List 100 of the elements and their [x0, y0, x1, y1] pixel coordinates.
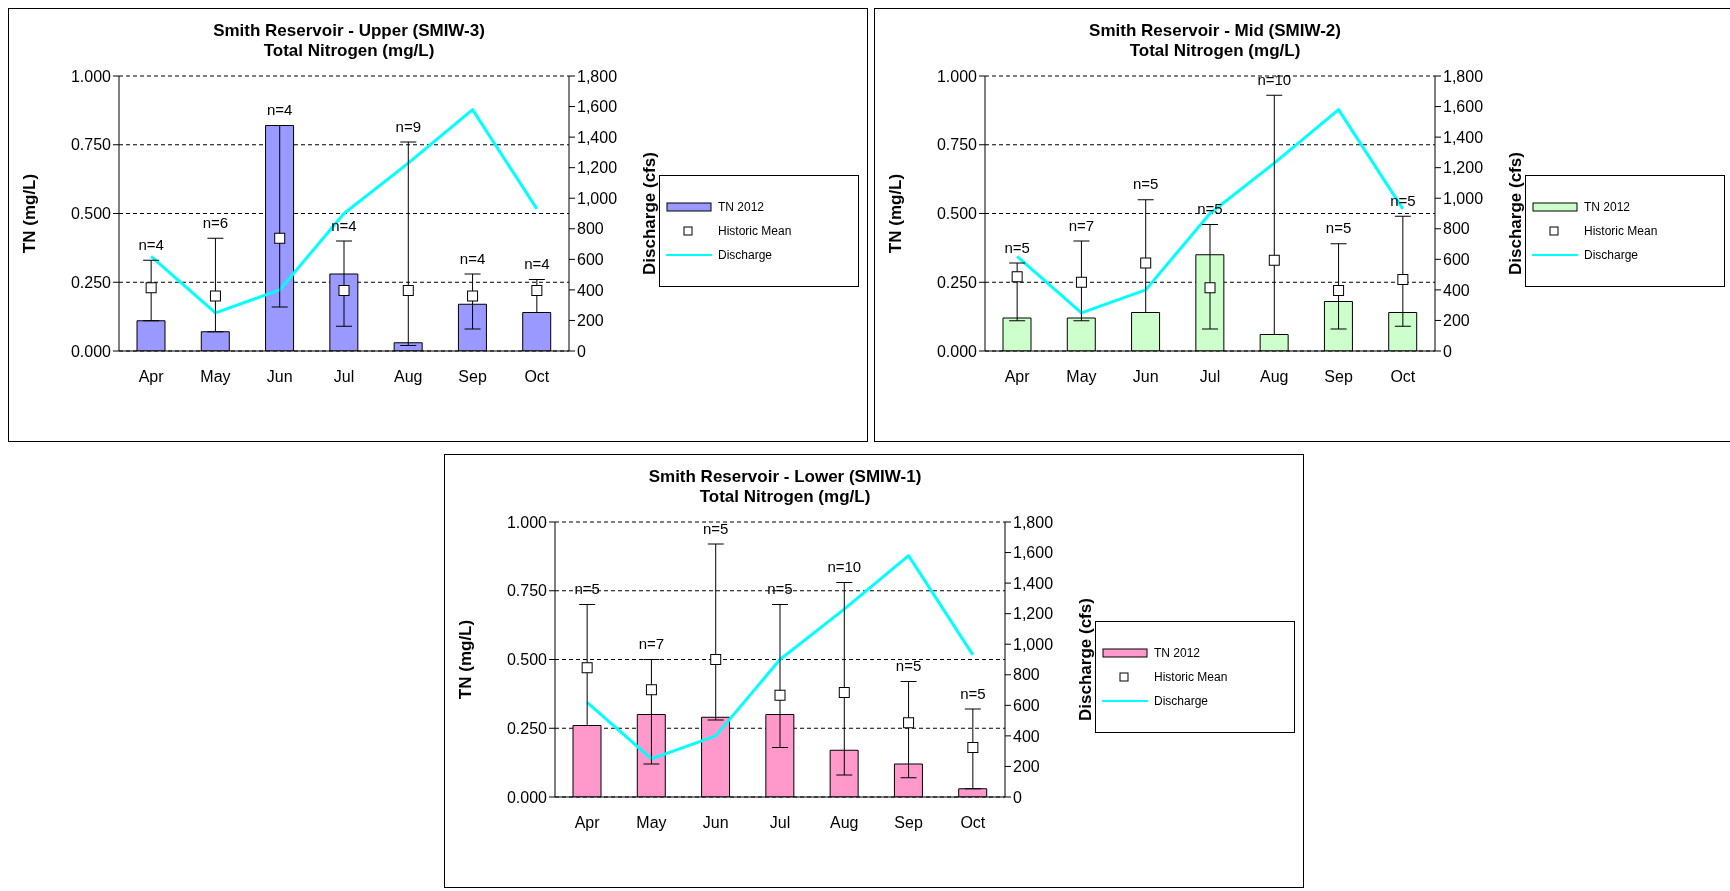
- y2-tick-label: 1,800: [1443, 67, 1484, 85]
- y2-tick-label: 1,400: [1013, 574, 1054, 592]
- annotation: n=10: [827, 558, 862, 575]
- y2-tick-label: 800: [1013, 666, 1040, 684]
- y2-tick-label: 1,800: [1013, 513, 1054, 531]
- x-tick-label: Oct: [960, 814, 986, 832]
- legend-label: Discharge: [1154, 694, 1209, 708]
- y2-axis-title: Discharge (cfs): [640, 152, 660, 275]
- y2-tick-label: 600: [1443, 251, 1470, 269]
- point: [645, 684, 657, 696]
- point: [1268, 254, 1280, 266]
- x-tick-label: Sep: [894, 814, 923, 832]
- x-tick-label: Aug: [1260, 368, 1289, 386]
- y2-tick-label: 200: [577, 312, 604, 330]
- x-tick-label: May: [200, 368, 231, 386]
- y-axis-title: TN (mg/L): [456, 619, 476, 700]
- y2-tick-label: 200: [1443, 312, 1470, 330]
- chart-title: Smith Reservoir - Lower (SMIW-1) Total Nitrogen (mg/L): [647, 467, 923, 507]
- point: [903, 717, 915, 729]
- point: [1204, 282, 1216, 294]
- annotation: n=4: [524, 255, 550, 272]
- y-tick-label: 0.250: [936, 273, 978, 291]
- y-tick-label: 0.500: [936, 205, 978, 223]
- y-axis-title: TN (mg/L): [20, 173, 40, 254]
- y2-tick-label: 0: [577, 342, 586, 360]
- y2-tick-label: 400: [1013, 727, 1040, 745]
- y-tick-label: 0.000: [70, 342, 112, 360]
- y2-tick-label: 1,600: [1443, 98, 1484, 116]
- y2-tick-label: 1,400: [1443, 128, 1484, 146]
- y-tick-label: 1.000: [506, 513, 548, 531]
- x-tick-label: Apr: [574, 814, 601, 832]
- annotation: n=6: [202, 213, 229, 231]
- point: [274, 232, 286, 244]
- legend-label: Historic Mean: [1584, 224, 1658, 238]
- y-tick-label: 1.000: [70, 67, 112, 85]
- legend-label: TN 2012: [718, 200, 765, 214]
- y-tick-label: 0.250: [506, 719, 548, 737]
- y2-tick-label: 1,000: [577, 189, 618, 207]
- y2-tick-label: 1,800: [577, 67, 618, 85]
- point: [467, 290, 479, 302]
- legend-label: Discharge: [1584, 248, 1639, 262]
- x-tick-label: May: [1066, 368, 1097, 386]
- annotation: n=4: [331, 216, 357, 234]
- legend-label: TN 2012: [1584, 200, 1631, 214]
- y2-tick-label: 800: [577, 220, 604, 238]
- legend-label: TN 2012: [1154, 646, 1201, 660]
- y2-tick-label: 1,200: [577, 159, 618, 177]
- x-tick-label: Oct: [1390, 368, 1416, 386]
- y2-tick-label: 0: [1013, 788, 1022, 806]
- y2-tick-label: 600: [577, 251, 604, 269]
- point: [145, 282, 157, 294]
- y-tick-label: 0.750: [936, 136, 978, 154]
- y2-tick-label: 200: [1013, 758, 1040, 776]
- annotation: n=9: [395, 117, 422, 135]
- y2-axis-title: Discharge (cfs): [1506, 152, 1526, 275]
- y2-tick-label: 1,200: [1443, 159, 1484, 177]
- x-tick-label: Sep: [1324, 368, 1353, 386]
- point: [1075, 276, 1087, 288]
- x-tick-label: Apr: [1004, 368, 1031, 386]
- point: [338, 285, 350, 296]
- x-tick-label: Oct: [524, 368, 550, 386]
- chart-title: Smith Reservoir - Upper (SMIW-3) Total Nitrogen (mg/L): [212, 21, 486, 61]
- point: [581, 662, 593, 674]
- annotation: n=5: [1325, 219, 1352, 237]
- x-tick-label: Jun: [702, 814, 729, 832]
- annotation: n=10: [1257, 70, 1292, 88]
- y-tick-label: 0.750: [506, 582, 548, 600]
- annotation: n=5: [702, 519, 729, 537]
- annotation: n=4: [138, 235, 164, 253]
- y-tick-label: 0.250: [70, 273, 112, 291]
- y-tick-label: 0.500: [70, 205, 112, 223]
- x-tick-label: Jul: [333, 368, 355, 386]
- y2-tick-label: 0: [1443, 342, 1452, 360]
- annotation: n=5: [960, 684, 986, 702]
- y2-tick-label: 1,000: [1443, 189, 1484, 207]
- y-tick-label: 0.500: [506, 651, 548, 669]
- annotation: n=5: [1004, 238, 1030, 256]
- annotation: n=5: [895, 657, 922, 674]
- y-axis-title: TN (mg/L): [886, 173, 906, 254]
- y-tick-label: 1.000: [936, 67, 978, 85]
- y2-tick-label: 400: [1443, 281, 1470, 299]
- y-tick-label: 0.000: [506, 788, 548, 806]
- y2-axis-title: Discharge (cfs): [1076, 598, 1096, 721]
- annotation: n=7: [638, 635, 665, 652]
- annotation: n=4: [266, 101, 293, 118]
- y2-tick-label: 800: [1443, 220, 1470, 238]
- point: [1140, 257, 1152, 269]
- y-tick-label: 0.000: [936, 342, 978, 360]
- x-tick-label: Aug: [830, 814, 859, 832]
- annotation: n=5: [1132, 175, 1159, 193]
- y2-tick-label: 1,000: [1013, 635, 1054, 653]
- y2-tick-label: 1,600: [577, 98, 618, 116]
- legend-label: Discharge: [718, 248, 773, 262]
- annotation: n=5: [767, 580, 793, 597]
- legend-label: Historic Mean: [718, 224, 792, 238]
- x-tick-label: Jun: [1132, 368, 1159, 386]
- point: [1011, 271, 1023, 283]
- y-tick-label: 0.750: [70, 136, 112, 154]
- y2-tick-label: 1,400: [577, 128, 618, 146]
- chart-title: Smith Reservoir - Mid (SMIW-2) Total Nitrogen (mg/L): [1088, 21, 1342, 61]
